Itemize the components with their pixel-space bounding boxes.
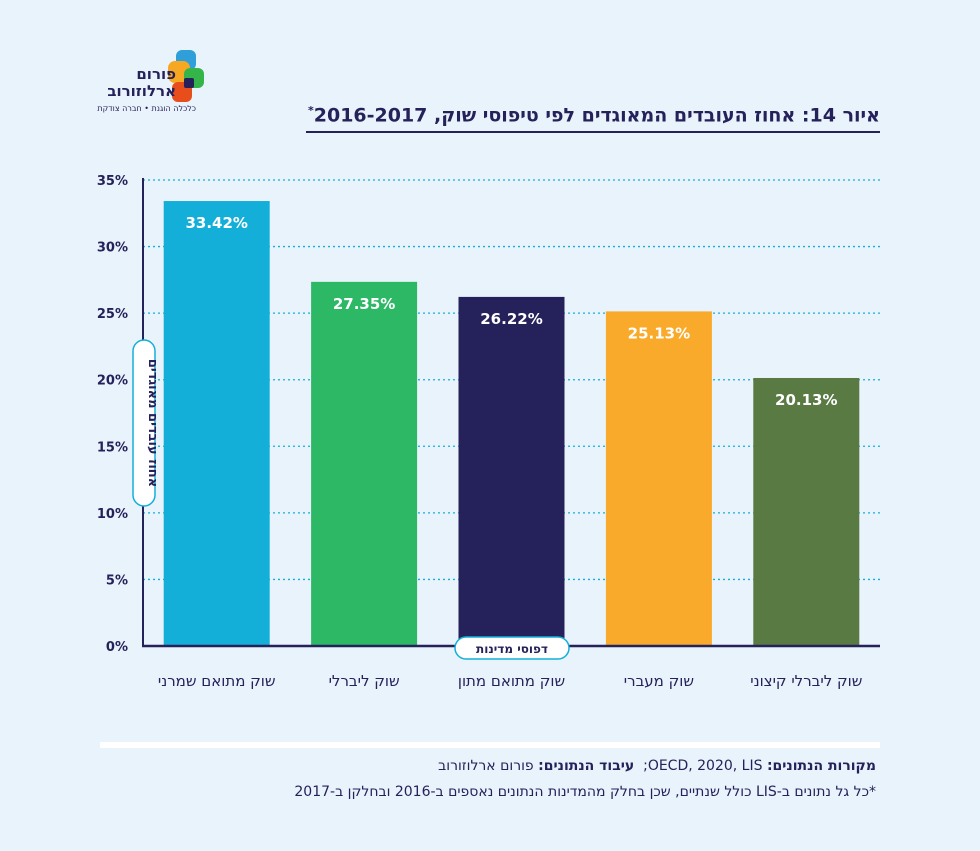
- logo-icon: [168, 50, 204, 102]
- processing-value: פורום ארלוזורוב: [438, 758, 534, 774]
- x-tick-label: שוק מתואם מתון: [458, 672, 565, 690]
- logo-line-2: ארלוזורוב: [107, 82, 176, 100]
- footnote: *כל גל נתונים ב-LIS כולל שנתיים, שכן בחל…: [294, 784, 876, 800]
- bar: [458, 296, 565, 646]
- sources-value: OECD, 2020, LIS: [647, 758, 763, 774]
- bar-value-label: 20.13%: [775, 391, 837, 409]
- y-tick-label: 35%: [97, 174, 128, 189]
- y-tick-label: 0%: [106, 640, 128, 655]
- y-tick-label: 10%: [97, 507, 128, 522]
- bar: [163, 201, 270, 647]
- y-tick-label: 30%: [97, 241, 128, 256]
- bar-value-label: 27.35%: [333, 295, 395, 313]
- logo-line-1: פורום: [136, 65, 176, 83]
- y-axis-title: אחוז עובדים מאוגדים: [145, 359, 160, 487]
- y-axis-title-pill: [132, 339, 156, 507]
- logo-wordmark: פורום ארלוזורוב: [96, 66, 176, 100]
- sources-line: מקורות הנתונים: OECD, 2020, LIS; עיבוד ה…: [438, 758, 876, 774]
- x-tick-label: שוק ליברלי: [329, 672, 400, 690]
- x-tick-label: שוק ליברלי קיצוני: [750, 672, 862, 690]
- bar-value-label: 26.22%: [480, 310, 542, 328]
- processing-label: עיבוד הנתונים:: [538, 758, 635, 774]
- figure-title-text: איור 14: אחוז העובדים המאוגדים לפי טיפוס…: [313, 104, 880, 127]
- x-axis-title-pill: [454, 636, 570, 660]
- y-tick-label: 20%: [97, 374, 128, 389]
- bar-chart: 0% 5% 10% 15% 20% 25% 30% 35% 33.42% שוק מתואם שמ…: [97, 174, 880, 690]
- y-tick-label: 25%: [97, 307, 128, 322]
- x-tick-label: שוק מתואם שמרני: [158, 672, 276, 690]
- title-rule: [306, 131, 880, 133]
- bar: [311, 281, 418, 646]
- y-tick-label: 5%: [106, 573, 128, 588]
- bar-value-label: 33.42%: [185, 214, 247, 232]
- figure-title: איור 14: אחוז העובדים המאוגדים לפי טיפוס…: [308, 104, 880, 126]
- bar-value-label: 25.13%: [628, 324, 690, 342]
- sources-label: מקורות הנתונים:: [766, 758, 876, 774]
- bar: [753, 377, 860, 646]
- y-tick-label: 15%: [97, 440, 128, 455]
- title-footnote-mark: *: [307, 104, 314, 117]
- logo-tagline: כלכלה הוגנת • חברה צודקת: [97, 104, 196, 113]
- bar: [605, 311, 712, 646]
- x-tick-label: שוק מעברי: [624, 672, 694, 690]
- footer-divider: [100, 742, 880, 748]
- x-axis-title: דפוסי מדינות: [476, 642, 548, 656]
